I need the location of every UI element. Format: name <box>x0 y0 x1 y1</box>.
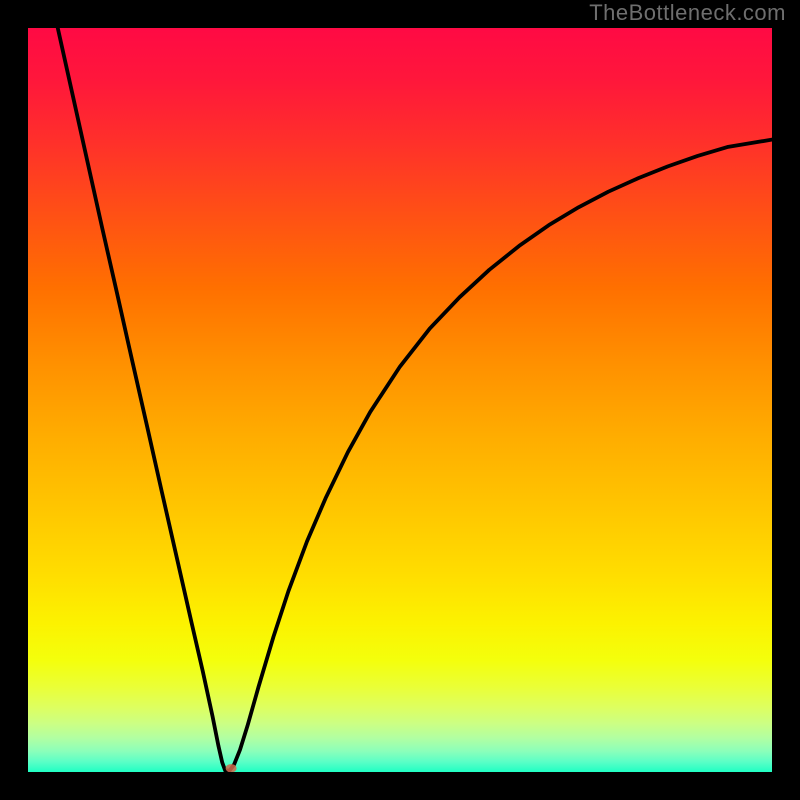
plot-area <box>28 28 772 772</box>
chart-canvas: TheBottleneck.com <box>0 0 800 800</box>
watermark-text: TheBottleneck.com <box>589 0 786 26</box>
plot-svg <box>28 28 772 772</box>
